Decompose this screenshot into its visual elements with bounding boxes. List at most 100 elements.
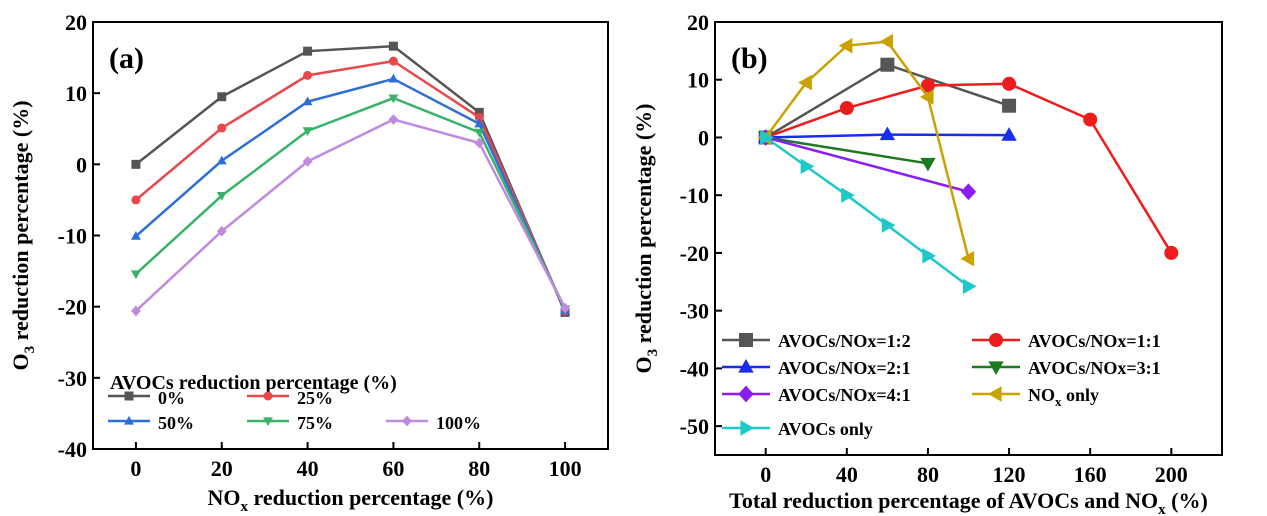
x-axis-title-sub: x xyxy=(1158,502,1166,516)
data-point xyxy=(474,128,485,138)
legend-label-main: AVOCs/NOx=1:2 xyxy=(778,331,911,351)
legend-label: NOx only xyxy=(1028,385,1099,409)
legend-label-main: AVOCs/NOx=2:1 xyxy=(778,358,911,378)
legend-swatch-marker xyxy=(739,333,753,347)
legend-label-suffix: only xyxy=(1062,385,1100,405)
data-point xyxy=(388,114,399,125)
data-point xyxy=(881,217,896,233)
legend-item-3: AVOCs/NOx=3:1 xyxy=(972,358,1161,378)
data-point xyxy=(879,33,893,50)
x-tick-label: 0 xyxy=(130,456,141,481)
data-point xyxy=(302,96,313,106)
legend-label-sub: x xyxy=(1055,394,1062,409)
data-point xyxy=(474,107,484,117)
x-tick-label: 40 xyxy=(836,462,858,487)
data-point xyxy=(131,159,141,169)
data-point xyxy=(131,195,141,205)
y-tick-label: -50 xyxy=(680,414,709,439)
y-tick-label: 10 xyxy=(65,81,87,106)
data-point xyxy=(303,70,313,80)
y-axis-title: O3 reduction percentage (%) xyxy=(631,103,661,373)
series-line xyxy=(135,77,567,311)
legend-swatch-marker xyxy=(124,391,134,401)
legend-item-2: AVOCs/NOx=2:1 xyxy=(722,358,911,378)
x-tick-label: 80 xyxy=(917,462,939,487)
data-point xyxy=(920,78,935,93)
data-point xyxy=(217,123,227,133)
plot-frame xyxy=(714,21,1223,456)
data-point xyxy=(1083,112,1098,127)
y-tick-label: 0 xyxy=(698,125,709,150)
series-line xyxy=(135,96,567,310)
x-tick-label: 160 xyxy=(1074,462,1107,487)
legend-label: 75% xyxy=(297,413,333,433)
legend-label: 0% xyxy=(158,388,185,408)
data-point xyxy=(216,225,227,237)
y-tick-label: -30 xyxy=(680,299,709,324)
y-tick-label: -20 xyxy=(680,241,709,266)
y-axis-title-main: O xyxy=(631,356,656,373)
x-axis-title: Total reduction percentage of AVOCs and … xyxy=(729,488,1208,516)
legend-item-2: 50% xyxy=(108,413,194,433)
legend-item-5: NOx only xyxy=(972,385,1099,409)
x-tick-label: 60 xyxy=(382,456,404,481)
legend-label: 25% xyxy=(297,388,333,408)
data-point xyxy=(130,231,141,240)
data-point xyxy=(388,56,398,66)
x-axis-title-suffix: reduction percentage (%) xyxy=(248,485,493,510)
data-point xyxy=(302,127,313,137)
legend-label-main: AVOCs/NOx=4:1 xyxy=(778,385,911,405)
y-tick-label: -30 xyxy=(58,366,87,391)
legend-label: AVOCs/NOx=4:1 xyxy=(778,385,911,405)
data-point xyxy=(1001,127,1017,141)
series-line xyxy=(135,59,567,312)
legend-label-main: AVOCs only xyxy=(778,419,873,439)
legend-swatch-marker xyxy=(402,415,412,427)
x-axis-title: NOx reduction percentage (%) xyxy=(208,485,494,515)
series-4 xyxy=(758,129,977,201)
series-6 xyxy=(760,129,977,295)
x-tick-label: 100 xyxy=(549,456,582,481)
series-line xyxy=(135,44,567,313)
x-axis-title-sub: x xyxy=(241,499,249,515)
series-line xyxy=(135,118,567,312)
data-point xyxy=(216,192,227,201)
data-point xyxy=(560,302,571,314)
y-tick-label: -10 xyxy=(58,224,87,249)
y-axis-title-suffix: reduction percentage (%) xyxy=(631,103,656,348)
data-point xyxy=(800,158,815,175)
series-line xyxy=(764,40,970,260)
legend-item-6: AVOCs only xyxy=(722,419,873,439)
x-tick-label: 120 xyxy=(993,462,1026,487)
legend-label-main: NO xyxy=(1028,385,1055,405)
y-tick-label: 20 xyxy=(65,10,87,35)
x-axis-title-main: NO xyxy=(208,485,241,510)
legend-swatch-marker xyxy=(738,385,754,403)
legend-swatch-marker xyxy=(263,391,273,401)
legend-item-0: AVOCs/NOx=1:2 xyxy=(722,331,911,351)
data-point xyxy=(919,89,934,105)
legend-label: AVOCs/NOx=1:2 xyxy=(778,331,911,351)
x-tick-label: 200 xyxy=(1155,462,1188,487)
x-tick-label: 80 xyxy=(468,456,490,481)
series-line xyxy=(765,82,1173,254)
panel-b-chart: 0 40 80 120 160 200 -50 -40 -30 -20 -10 0 10 20 (b) Tot… xyxy=(631,10,1223,516)
x-axis-title-main: Total reduction percentage of AVOCs and … xyxy=(729,488,1158,513)
legend-label-main: AVOCs/NOx=3:1 xyxy=(1028,358,1161,378)
data-point xyxy=(841,187,855,203)
legend-swatch-marker xyxy=(988,361,1004,376)
legend-swatch-marker xyxy=(987,386,1002,402)
legend-item-4: AVOCs/NOx=4:1 xyxy=(722,385,911,405)
series-line xyxy=(765,136,969,193)
y-tick-label: 10 xyxy=(687,68,709,93)
y-tick-label: 0 xyxy=(76,152,87,177)
data-point xyxy=(130,270,141,280)
series-3 xyxy=(130,94,571,314)
data-point xyxy=(960,183,977,201)
data-point xyxy=(839,101,854,116)
data-point xyxy=(880,57,895,72)
legend-label: AVOCs only xyxy=(778,419,873,439)
legend-label: 50% xyxy=(158,413,194,433)
y-tick-label: -40 xyxy=(58,437,87,462)
